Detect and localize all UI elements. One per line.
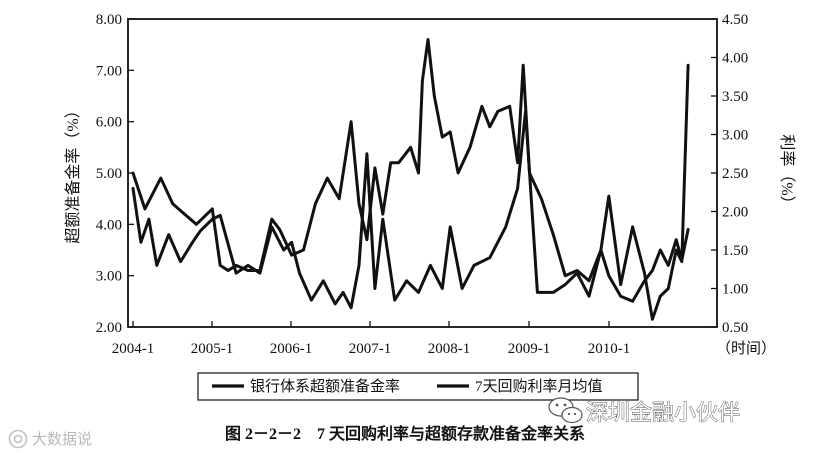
x-tick-label: 2010-1 <box>588 341 631 357</box>
x-tick-label: 2006-1 <box>270 341 313 357</box>
y-tick-label: 4.00 <box>96 217 122 233</box>
y2-tick-label: 2.50 <box>722 166 748 182</box>
y-tick-label: 6.00 <box>96 115 122 131</box>
legend-frame <box>197 372 639 401</box>
legend: 银行体系超额准备金率 7天回购利率月均值 <box>197 372 639 401</box>
y-tick-label: 8.00 <box>96 12 122 28</box>
y2-axis-title: 利率（%） <box>778 134 796 211</box>
series-line-reserve-ratio <box>131 38 690 303</box>
series-line-repo-rate <box>131 63 690 321</box>
y-tick-label: 5.00 <box>96 166 122 182</box>
tick-layer: 2.00 3.00 4.00 5.00 6.00 7.00 8.00 0.50 1.00 1.50… <box>96 12 749 357</box>
y2-tick-label: 3.00 <box>722 128 748 144</box>
y-tick-label: 3.00 <box>96 269 122 285</box>
wechat-icon <box>548 397 583 424</box>
legend-label-repo-rate: 7天回购利率月均值 <box>475 378 603 395</box>
y2-tick-label: 4.50 <box>722 12 748 28</box>
series-layer <box>131 38 690 321</box>
x-axis-title: （时间） <box>716 340 776 357</box>
x-tick-label: 2008-1 <box>428 341 471 357</box>
x-tick-label: 2005-1 <box>191 341 234 357</box>
y2-tick-label: 4.00 <box>722 51 748 67</box>
watermark-right: 深圳金融小伙伴 <box>548 397 740 426</box>
y2-tick-label: 0.50 <box>722 320 748 336</box>
y-axis-title: 超额准备金率（%） <box>64 102 82 243</box>
x-tick-label: 2007-1 <box>349 341 392 357</box>
y-tick-label: 7.00 <box>96 63 122 79</box>
watermark-right-text: 深圳金融小伙伴 <box>586 401 740 426</box>
y2-tick-label: 1.50 <box>722 243 748 259</box>
legend-label-reserve-ratio: 银行体系超额准备金率 <box>250 378 400 395</box>
watermark-left: 大数据说 <box>8 429 92 449</box>
camera-icon <box>8 429 28 449</box>
y2-tick-label: 3.50 <box>722 89 748 105</box>
watermark-left-text: 大数据说 <box>32 430 92 448</box>
y2-tick-label: 2.00 <box>722 205 748 221</box>
figure-caption: 图 2－2－2 7 天回购利率与超额存款准备金率关系 <box>225 424 585 443</box>
y-tick-label: 2.00 <box>96 320 122 336</box>
x-tick-label: 2004-1 <box>112 341 155 357</box>
x-tick-label: 2009-1 <box>508 341 551 357</box>
y2-tick-label: 1.00 <box>722 282 748 298</box>
